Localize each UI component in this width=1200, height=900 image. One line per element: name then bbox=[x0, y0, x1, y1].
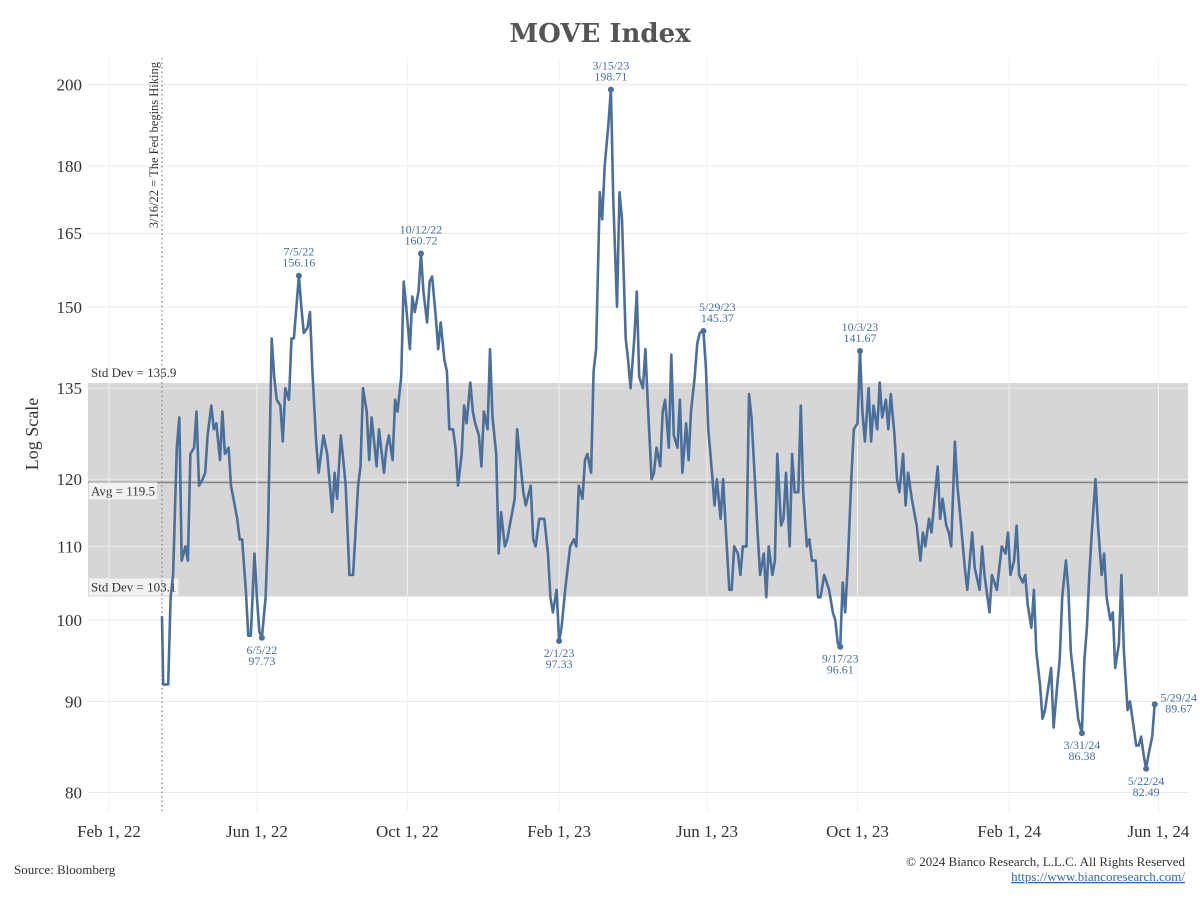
annotation-dot bbox=[295, 272, 302, 279]
band-label-bg bbox=[89, 578, 179, 596]
annotation-date: 10/3/23 bbox=[842, 320, 879, 334]
annotation-dot bbox=[856, 347, 863, 354]
annotation-date: 5/29/23 bbox=[699, 300, 736, 314]
x-tick-label: Oct 1, 22 bbox=[376, 822, 439, 841]
x-tick-label: Feb 1, 23 bbox=[527, 822, 591, 841]
annotation-date: 3/15/23 bbox=[593, 59, 630, 73]
annotation-date: 2/1/23 bbox=[544, 646, 575, 660]
annotation-dot bbox=[1151, 701, 1158, 708]
x-tick-label: Jun 1, 23 bbox=[676, 822, 738, 841]
annotation-dot bbox=[417, 250, 424, 257]
y-axis-label: Log Scale bbox=[22, 398, 42, 470]
annotation-date: 5/22/24 bbox=[1128, 774, 1165, 788]
annotation-dot bbox=[1078, 730, 1085, 737]
move-index-line bbox=[160, 88, 1156, 771]
annotation-value: 86.38 bbox=[1068, 749, 1095, 763]
y-tick-label: 100 bbox=[57, 611, 83, 630]
x-tick-label: Jun 1, 22 bbox=[226, 822, 288, 841]
annotation-date: 7/5/22 bbox=[284, 245, 315, 259]
y-tick-label: 110 bbox=[57, 537, 82, 556]
annotation-value: 156.16 bbox=[282, 256, 315, 270]
chart-title: MOVE Index bbox=[509, 19, 691, 49]
annotation-dot bbox=[1143, 765, 1150, 772]
annotation-value: 97.33 bbox=[546, 657, 573, 671]
annotation-value: 89.67 bbox=[1165, 701, 1192, 715]
std-dev-lower-label: Std Dev = 103.1 bbox=[91, 579, 176, 594]
fed-hiking-marker: 3/16/22 = The Fed begins Hiking bbox=[147, 58, 163, 812]
y-tick-label: 120 bbox=[57, 470, 83, 489]
annotation-value: 96.61 bbox=[827, 663, 854, 677]
y-tick-label: 165 bbox=[57, 224, 83, 243]
website-link[interactable]: https://www.biancoresearch.com/ bbox=[1011, 869, 1185, 884]
fed-hiking-label: 3/16/22 = The Fed begins Hiking bbox=[147, 61, 161, 228]
y-tick-label: 200 bbox=[57, 76, 83, 95]
annotation-dot bbox=[607, 86, 614, 93]
annotation-dot bbox=[556, 637, 563, 644]
annotation-value: 160.72 bbox=[404, 233, 437, 247]
y-tick-label: 135 bbox=[57, 379, 83, 398]
annotation-date: 6/5/22 bbox=[247, 643, 278, 657]
x-tick-label: Jun 1, 24 bbox=[1127, 822, 1189, 841]
annotation-value: 97.73 bbox=[248, 654, 275, 668]
axes: 80 90 100 110 120 135 150 165 180 200 Feb 1, 22 Jun… bbox=[57, 76, 1190, 841]
y-tick-label: 80 bbox=[65, 783, 82, 802]
annotation-value: 198.71 bbox=[594, 70, 627, 84]
annotation-dot bbox=[700, 328, 707, 335]
y-tick-label: 90 bbox=[65, 692, 82, 711]
annotation-dot bbox=[258, 634, 265, 641]
x-tick-label: Oct 1, 23 bbox=[826, 822, 889, 841]
source-note: Source: Bloomberg bbox=[14, 862, 116, 877]
y-tick-label: 180 bbox=[57, 157, 83, 176]
annotation-value: 82.49 bbox=[1133, 785, 1160, 799]
move-series bbox=[160, 88, 1156, 771]
annotation-date: 3/31/24 bbox=[1064, 738, 1101, 752]
band-label-bg bbox=[89, 482, 158, 500]
annotation-date: 9/17/23 bbox=[822, 652, 859, 666]
copyright-note: © 2024 Bianco Research, L.L.C. All Right… bbox=[906, 854, 1185, 869]
average-label: Avg = 119.5 bbox=[91, 483, 155, 498]
x-tick-label: Feb 1, 22 bbox=[77, 822, 141, 841]
annotation-date: 10/12/22 bbox=[400, 222, 443, 236]
annotation-value: 141.67 bbox=[843, 331, 876, 345]
annotation-value: 145.37 bbox=[701, 311, 734, 325]
std-dev-upper-label: Std Dev = 135.9 bbox=[91, 365, 176, 380]
annotation-date: 5/29/24 bbox=[1160, 690, 1197, 704]
y-tick-label: 150 bbox=[57, 298, 83, 317]
annotation-dot bbox=[837, 643, 844, 650]
x-tick-label: Feb 1, 24 bbox=[977, 822, 1041, 841]
